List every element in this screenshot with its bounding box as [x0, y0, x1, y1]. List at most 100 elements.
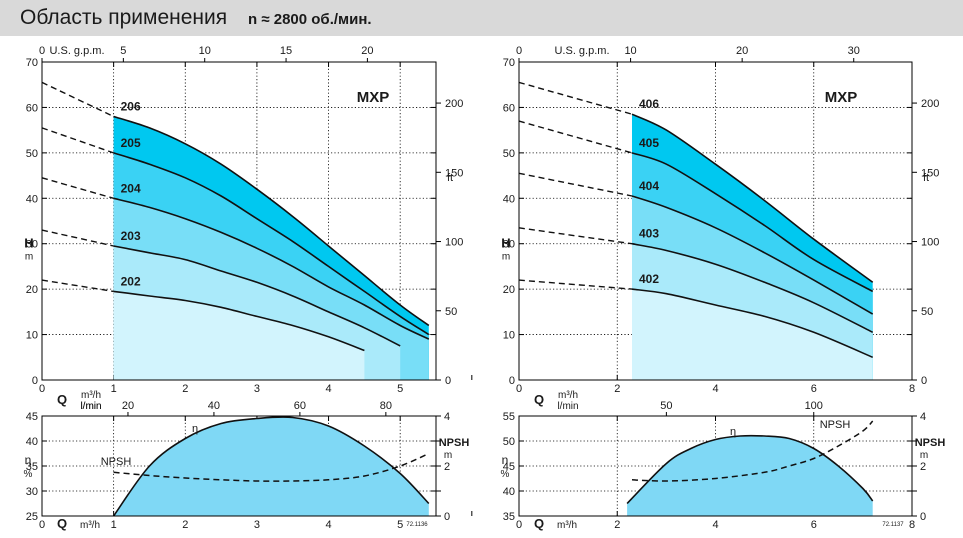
y-tick-label: 25 [26, 511, 38, 523]
x-tick-label: 5 [397, 519, 403, 531]
y2-units-label: m [444, 450, 452, 461]
y-tick-label: 45 [26, 411, 38, 423]
top-tick-label: 60 [294, 400, 306, 412]
series-label-405: 405 [639, 136, 659, 150]
efficiency-area [113, 416, 429, 516]
y-tick-label: 40 [26, 193, 38, 205]
y2-tick-label: 2 [920, 461, 926, 473]
x-axis-label: Q [534, 392, 544, 407]
efficiency-curve [112, 416, 430, 517]
top-axis-label: U.S. g.p.m. [49, 45, 104, 57]
y-tick-label: 60 [26, 102, 38, 114]
y-tick-label: 70 [26, 57, 38, 69]
speed-label: n ≈ 2800 об./мин. [248, 11, 372, 28]
y-tick-label: 10 [26, 330, 38, 342]
series-label-205: 205 [121, 136, 141, 150]
series-line-202 [113, 290, 365, 352]
dashed-extension-405 [518, 120, 633, 154]
y-tick-label: 35 [503, 511, 515, 523]
y-tick-label: 50 [26, 148, 38, 160]
y2-axis-label: NPSH [915, 437, 946, 449]
series-area-202 [113, 291, 365, 380]
y2-tick-label: 4 [920, 411, 926, 423]
x-tick-label: 2 [614, 383, 620, 395]
y-tick-label: 20 [503, 284, 515, 296]
x-axis-label: Q [57, 392, 67, 407]
x-tick-label: 8 [909, 383, 915, 395]
y-tick-label: 60 [503, 102, 515, 114]
top-tick-label: 20 [361, 45, 373, 57]
x-units-label: m³/h [557, 520, 577, 531]
x-tick-label: 6 [811, 383, 817, 395]
series-label-406: 406 [639, 97, 659, 111]
model-label: MXP [825, 89, 858, 106]
y-tick-label: 40 [503, 193, 515, 205]
series-label-402: 402 [639, 272, 659, 286]
y-tick-label: 0 [509, 375, 515, 387]
series-area-402 [632, 289, 873, 380]
x-tick-label: 1 [111, 383, 117, 395]
npsh-curve-label: NPSH [820, 419, 851, 431]
dashed-extension-403 [518, 227, 633, 245]
x-tick-label: 3 [254, 383, 260, 395]
series-line-404 [631, 195, 874, 315]
series-line-403 [631, 242, 874, 334]
y-units-label: m [25, 252, 33, 263]
header-bar [0, 0, 963, 36]
y-tick-label: 30 [503, 239, 515, 251]
x-units-label: m³/h [558, 390, 578, 401]
x-tick-label: 5 [397, 383, 403, 395]
dashed-extension-202 [41, 279, 114, 293]
top-tick-label: 20 [122, 400, 134, 412]
y-units-label: % [501, 469, 510, 480]
dashed-extension-406 [518, 81, 633, 115]
x-tick-label: 6 [811, 519, 817, 531]
figure-code-left: 72.1136 [406, 522, 428, 528]
series-label-204: 204 [121, 181, 141, 195]
x-axis-label: Q [534, 516, 544, 531]
x-axis-label: Q [57, 516, 67, 531]
x-tick-label: 0 [39, 519, 45, 531]
y-axis-label: H [24, 236, 33, 251]
x-units-label-secondary: l/min [557, 401, 578, 412]
series-line-203 [113, 245, 401, 347]
y-tick-label: 20 [26, 284, 38, 296]
dashed-extension-402 [518, 279, 633, 290]
series-line-405 [631, 152, 874, 293]
series-label-202: 202 [121, 274, 141, 288]
x-tick-label: 1 [111, 519, 117, 531]
series-line-206 [113, 115, 430, 327]
y-tick-label: 40 [26, 436, 38, 448]
x-tick-label: 0 [39, 383, 45, 395]
y-tick-label: 10 [503, 330, 515, 342]
x-units-label: m³/h [81, 390, 101, 401]
y-tick-label: 50 [503, 148, 515, 160]
series-label-206: 206 [121, 100, 141, 114]
efficiency-curve-label: η [730, 426, 736, 438]
y-units-label: % [24, 469, 33, 480]
y-tick-label: 30 [26, 239, 38, 251]
x-tick-label: 2 [182, 383, 188, 395]
efficiency-curve-label: η [192, 423, 198, 435]
top-tick-label: 80 [380, 400, 392, 412]
series-label-403: 403 [639, 227, 659, 241]
x-tick-label: 4 [325, 519, 331, 531]
dashed-extension-205 [41, 127, 114, 154]
y-axis-label: H [501, 236, 510, 251]
y2-tick-label: 100 [445, 237, 463, 249]
efficiency-area [627, 435, 873, 516]
model-label: MXP [357, 89, 390, 106]
series-label-404: 404 [639, 179, 659, 193]
series-line-402 [631, 288, 874, 359]
npsh-curve [631, 420, 874, 482]
y-tick-label: 45 [503, 461, 515, 473]
y2-tick-label: 50 [921, 306, 933, 318]
top-tick-label: 30 [848, 45, 860, 57]
series-line-205 [113, 152, 430, 336]
y2-units-label: ft [923, 172, 929, 184]
x-tick-label: 8 [909, 519, 915, 531]
y-units-label: m [502, 252, 510, 263]
y-tick-label: 50 [503, 436, 515, 448]
